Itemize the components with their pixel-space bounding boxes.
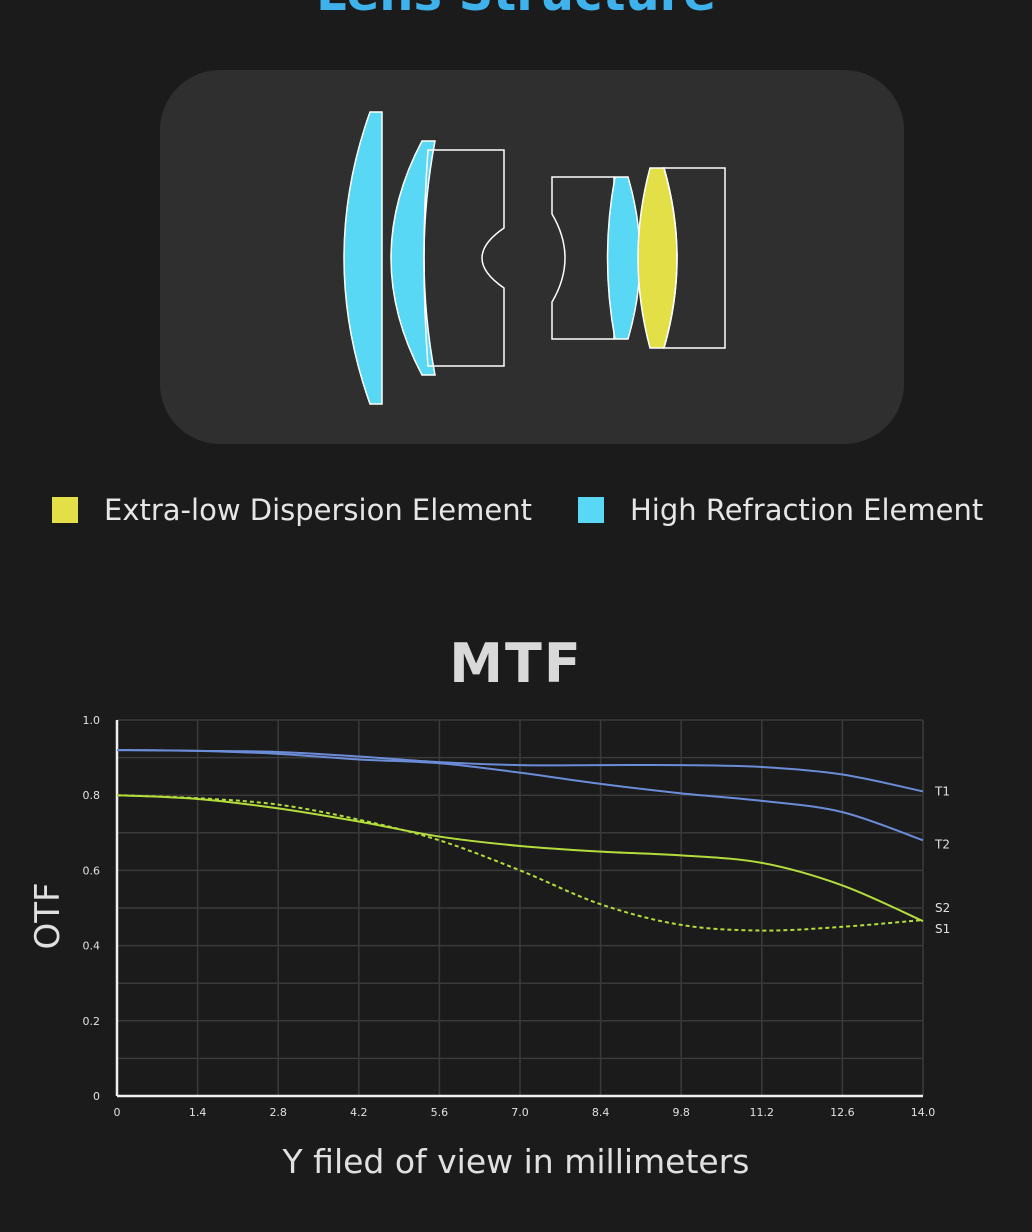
legend-item-ed: Extra-low Dispersion Element [52, 488, 532, 532]
lens-element-4 [551, 176, 615, 340]
y-tick-label: 0.8 [83, 789, 101, 802]
y-tick-label: 0.6 [83, 864, 101, 877]
lens-diagram [343, 111, 726, 405]
x-tick-label: 4.2 [350, 1106, 368, 1119]
x-tick-label: 11.2 [750, 1106, 775, 1119]
lens-structure-title: Lens Structure [0, 0, 1032, 22]
series-line-s1 [116, 794, 924, 923]
legend-label-hr: High Refraction Element [630, 493, 984, 527]
series-line-t1 [116, 749, 924, 793]
series-label-s2: S2 [935, 901, 950, 915]
lens-diagram-card [160, 70, 904, 444]
series-line-t2 [116, 749, 924, 842]
x-tick-label: 8.4 [592, 1106, 610, 1119]
lens-element-3 [423, 149, 505, 367]
x-tick-label: 5.6 [431, 1106, 449, 1119]
series-line-s2 [116, 794, 924, 932]
y-tick-label: 1.0 [83, 714, 101, 727]
x-tick-label: 14.0 [911, 1106, 936, 1119]
x-axis-label: Y filed of view in millimeters [282, 1142, 750, 1181]
x-tick-label: 2.8 [269, 1106, 287, 1119]
x-tick-label: 12.6 [830, 1106, 855, 1119]
series-label-s1: S1 [935, 922, 950, 936]
chart-title: MTF [449, 632, 583, 695]
series-label-t1: T1 [934, 784, 950, 798]
x-tick-label: 7.0 [511, 1106, 529, 1119]
lens-element-1-high-refraction [343, 111, 383, 405]
y-tick-label: 0.2 [83, 1015, 101, 1028]
x-tick-label: 0 [114, 1106, 121, 1119]
legend-item-hr: High Refraction Element [578, 488, 983, 532]
y-tick-label: 0 [93, 1090, 100, 1103]
y-axis-label: OTF [28, 882, 68, 950]
legend-label-ed: Extra-low Dispersion Element [104, 493, 532, 527]
x-tick-label: 1.4 [189, 1106, 207, 1119]
legend-swatch-hr [578, 497, 604, 523]
x-tick-label: 9.8 [672, 1106, 690, 1119]
series-label-t2: T2 [934, 837, 950, 851]
y-tick-label: 0.4 [83, 940, 101, 953]
lens-element-7 [663, 167, 726, 349]
legend-swatch-ed [52, 497, 78, 523]
legend: Extra-low Dispersion Element High Refrac… [0, 488, 1032, 532]
lens-element-2-high-refraction [390, 140, 436, 376]
mtf-chart: 0 1.4 2.8 4.2 5.6 7.0 8.4 9.8 11.2 12.6 14.0 0 0.2 0.… [83, 714, 951, 1119]
lens-element-5-high-refraction [606, 176, 641, 340]
